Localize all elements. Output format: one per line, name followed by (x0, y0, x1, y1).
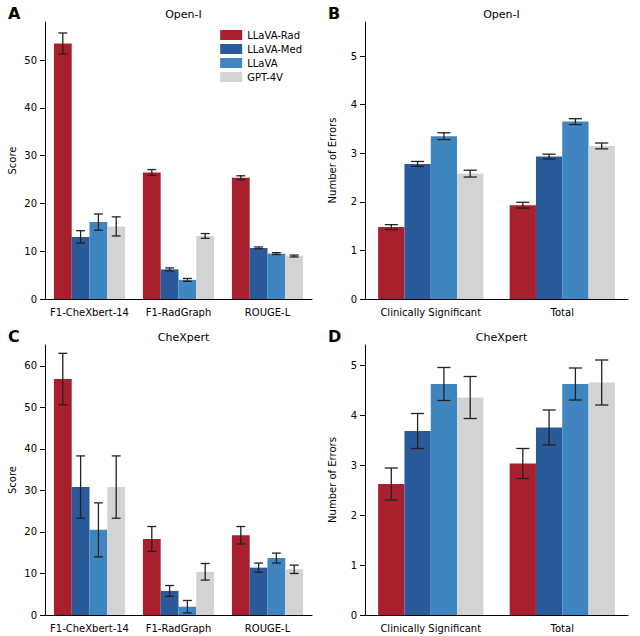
svg-text:LLaVA-Rad: LLaVA-Rad (247, 30, 300, 41)
svg-text:0: 0 (31, 294, 37, 305)
svg-text:0: 0 (31, 610, 37, 621)
svg-text:Total: Total (550, 623, 574, 634)
svg-text:ROUGE-L: ROUGE-L (245, 623, 291, 634)
svg-text:40: 40 (24, 443, 37, 454)
svg-text:10: 10 (24, 246, 37, 257)
svg-text:3: 3 (351, 148, 357, 159)
svg-text:10: 10 (24, 568, 37, 579)
svg-text:Number of Errors: Number of Errors (327, 437, 338, 523)
svg-text:F1-RadGraph: F1-RadGraph (146, 623, 212, 634)
svg-text:D: D (328, 327, 341, 346)
svg-text:Number of Errors: Number of Errors (327, 118, 338, 204)
svg-text:Clinically Significant: Clinically Significant (380, 307, 481, 318)
svg-text:B: B (328, 4, 340, 23)
svg-text:2: 2 (351, 196, 357, 207)
svg-text:F1-CheXbert-14: F1-CheXbert-14 (50, 307, 129, 318)
svg-text:F1-RadGraph: F1-RadGraph (146, 307, 212, 318)
svg-text:CheXpert: CheXpert (158, 331, 210, 344)
svg-text:20: 20 (24, 198, 37, 209)
svg-text:Total: Total (550, 307, 574, 318)
svg-text:4: 4 (351, 410, 357, 421)
svg-text:5: 5 (351, 360, 357, 371)
svg-text:LLaVA: LLaVA (247, 58, 277, 69)
svg-text:30: 30 (24, 485, 37, 496)
svg-text:A: A (8, 4, 21, 23)
svg-text:60: 60 (24, 360, 37, 371)
svg-text:ROUGE-L: ROUGE-L (245, 307, 291, 318)
svg-text:30: 30 (24, 150, 37, 161)
svg-text:Score: Score (7, 146, 18, 174)
svg-text:GPT-4V: GPT-4V (247, 72, 283, 83)
svg-text:LLaVA-Med: LLaVA-Med (247, 44, 302, 55)
svg-text:Open-I: Open-I (165, 8, 202, 21)
svg-text:F1-CheXbert-14: F1-CheXbert-14 (50, 623, 129, 634)
svg-text:5: 5 (351, 51, 357, 62)
svg-text:2: 2 (351, 510, 357, 521)
svg-text:0: 0 (351, 610, 357, 621)
svg-text:4: 4 (351, 99, 357, 110)
svg-text:CheXpert: CheXpert (476, 331, 528, 344)
svg-text:50: 50 (24, 402, 37, 413)
svg-text:Open-I: Open-I (483, 8, 520, 21)
svg-text:Score: Score (7, 466, 18, 494)
svg-text:0: 0 (351, 294, 357, 305)
svg-text:3: 3 (351, 460, 357, 471)
svg-text:1: 1 (351, 245, 357, 256)
svg-text:20: 20 (24, 526, 37, 537)
svg-text:C: C (8, 327, 20, 346)
svg-text:50: 50 (24, 55, 37, 66)
svg-text:40: 40 (24, 102, 37, 113)
svg-text:Clinically Significant: Clinically Significant (380, 623, 481, 634)
svg-text:1: 1 (351, 560, 357, 571)
